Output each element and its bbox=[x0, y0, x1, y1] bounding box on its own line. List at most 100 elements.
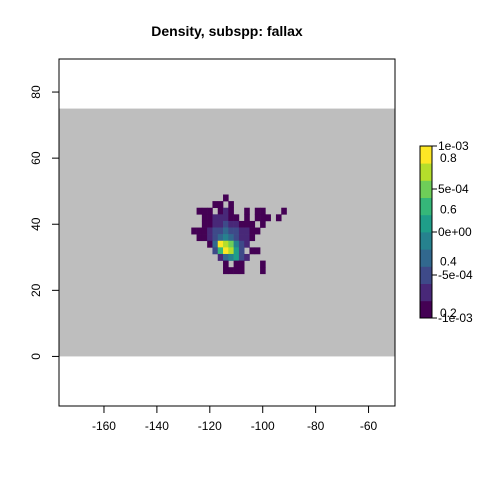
heatmap-cell bbox=[207, 220, 213, 228]
heatmap-cell bbox=[212, 240, 219, 248]
heatmap-cell bbox=[212, 201, 219, 209]
heatmap-cell bbox=[228, 240, 234, 248]
heatmap-cell bbox=[228, 227, 234, 235]
x-tick-label: -140 bbox=[145, 419, 169, 433]
heatmap-cell bbox=[249, 227, 256, 235]
legend-secondary-label: 0.8 bbox=[440, 151, 457, 165]
heatmap-cell bbox=[238, 227, 245, 235]
heatmap-cell bbox=[207, 214, 213, 222]
heatmap-cell bbox=[212, 234, 219, 242]
heatmap-cell bbox=[212, 214, 219, 222]
heatmap-cell bbox=[260, 260, 266, 268]
heatmap-cell bbox=[233, 247, 240, 255]
legend-tick-label: -5e-04 bbox=[438, 268, 473, 282]
legend-tick-label: 5e-04 bbox=[438, 182, 469, 196]
legend-color-swatch bbox=[420, 146, 432, 164]
heatmap-cell bbox=[228, 220, 234, 228]
legend-color-swatch bbox=[420, 163, 432, 181]
heatmap-cell bbox=[201, 220, 208, 228]
x-tick-label: -60 bbox=[360, 419, 378, 433]
y-tick-label: 0 bbox=[29, 353, 43, 360]
heatmap-cell bbox=[244, 253, 250, 261]
legend-color-swatch bbox=[420, 232, 432, 250]
heatmap-cell bbox=[201, 227, 208, 235]
heatmap-cell bbox=[260, 207, 266, 215]
heatmap-cell bbox=[233, 227, 240, 235]
heatmap-cell bbox=[254, 247, 261, 255]
heatmap-cell bbox=[260, 220, 266, 228]
chart-title: Density, subspp: fallax bbox=[151, 23, 303, 39]
heatmap-cell bbox=[244, 220, 250, 228]
heatmap-cell bbox=[201, 207, 208, 215]
heatmap-cell bbox=[249, 234, 256, 242]
heatmap-cell bbox=[281, 207, 287, 215]
y-tick-label: 80 bbox=[29, 85, 43, 99]
heatmap-cell bbox=[233, 267, 240, 275]
legend-color-swatch bbox=[420, 266, 432, 284]
heatmap-cell bbox=[238, 220, 245, 228]
legend-secondary-label: 0.4 bbox=[440, 254, 457, 268]
heatmap-cell bbox=[244, 227, 250, 235]
heatmap-cell bbox=[217, 247, 224, 255]
heatmap-cell bbox=[217, 214, 224, 222]
heatmap-cell bbox=[217, 253, 224, 261]
heatmap-cell bbox=[238, 260, 245, 268]
heatmap-cell bbox=[217, 220, 224, 228]
heatmap-cell bbox=[233, 220, 240, 228]
legend-color-swatch bbox=[420, 283, 432, 302]
legend-tick-label: -1e-03 bbox=[438, 311, 473, 325]
heatmap-cell bbox=[217, 207, 224, 215]
heatmap-cell bbox=[217, 234, 224, 242]
legend-color-swatch bbox=[420, 180, 432, 198]
y-tick-label: 20 bbox=[29, 283, 43, 297]
legend-color-swatch bbox=[420, 214, 432, 233]
legend-color-swatch bbox=[420, 249, 432, 267]
heatmap-cell bbox=[233, 214, 240, 222]
heatmap-cell bbox=[244, 207, 250, 215]
legend-color-swatch bbox=[420, 197, 432, 216]
heatmap-cell bbox=[228, 253, 234, 261]
heatmap-cell bbox=[249, 247, 256, 255]
heatmap-cell bbox=[228, 214, 234, 222]
heatmap-cell bbox=[233, 260, 240, 268]
heatmap-cell bbox=[223, 227, 229, 235]
heatmap-cell bbox=[228, 234, 234, 242]
heatmap-cell bbox=[191, 227, 197, 235]
heatmap-cell bbox=[201, 214, 208, 222]
heatmap-cell bbox=[223, 207, 229, 215]
heatmap-cell bbox=[201, 234, 208, 242]
x-tick-label: -120 bbox=[198, 419, 222, 433]
legend-tick-label: 1e-03 bbox=[438, 139, 469, 153]
heatmap-cell bbox=[238, 267, 245, 275]
heatmap-cell bbox=[275, 214, 282, 222]
heatmap-cell bbox=[212, 220, 219, 228]
heatmap-cell bbox=[244, 214, 250, 222]
heatmap-cell bbox=[207, 207, 213, 215]
heatmap-cell bbox=[223, 260, 229, 268]
heatmap-cell bbox=[244, 234, 250, 242]
heatmap-cell bbox=[249, 220, 256, 228]
heatmap-cell bbox=[238, 234, 245, 242]
heatmap-cell bbox=[207, 227, 213, 235]
heatmap-cell bbox=[223, 220, 229, 228]
heatmap-cell bbox=[207, 234, 213, 242]
heatmap-cell bbox=[223, 247, 229, 255]
y-tick-label: 60 bbox=[29, 151, 43, 165]
heatmap-cell bbox=[212, 247, 219, 255]
heatmap-cell bbox=[228, 267, 234, 275]
x-tick-label: -80 bbox=[307, 419, 325, 433]
heatmap-cell bbox=[238, 253, 245, 261]
heatmap-cell bbox=[238, 240, 245, 248]
heatmap-cell bbox=[217, 201, 224, 209]
heatmap-cell bbox=[212, 227, 219, 235]
heatmap-cell bbox=[260, 267, 266, 275]
heatmap-cell bbox=[260, 214, 266, 222]
heatmap-cell bbox=[223, 267, 229, 275]
legend-tick-label: 0e+00 bbox=[438, 225, 472, 239]
legend-secondary-label: 0.6 bbox=[440, 203, 457, 217]
y-axis: 0 20 40 60 80 bbox=[29, 85, 60, 360]
heatmap-cell bbox=[233, 253, 240, 261]
heatmap-cell bbox=[233, 234, 240, 242]
heatmap-cell bbox=[217, 240, 224, 248]
